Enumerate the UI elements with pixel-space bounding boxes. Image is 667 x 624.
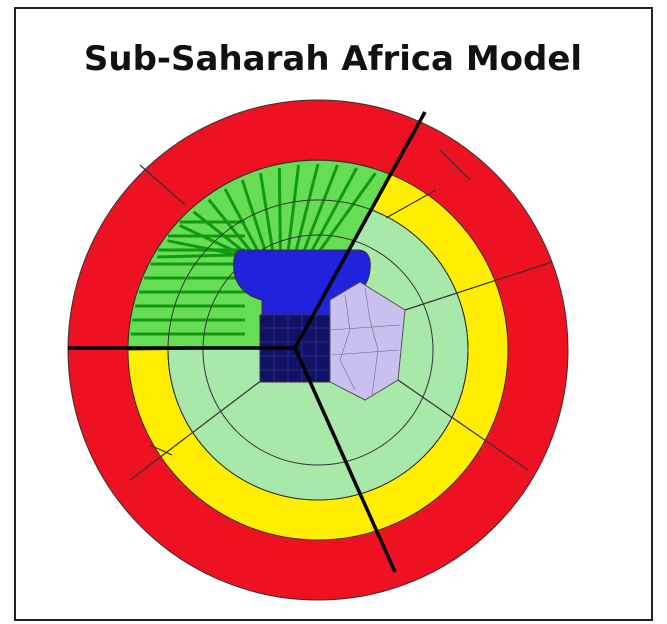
divider: [439, 149, 471, 181]
sector-line: [308, 167, 358, 256]
sector-line: [293, 163, 320, 256]
thin-dividers: [129, 149, 553, 481]
sector-line: [167, 239, 239, 257]
sector-line: [315, 172, 377, 256]
sector-line: [179, 224, 244, 257]
divider: [404, 261, 553, 311]
sector-line: [259, 172, 275, 256]
sector-line: [240, 179, 268, 256]
core-circle: [202, 234, 434, 466]
divider: [129, 379, 263, 481]
main-dividers: [68, 111, 427, 573]
divider: [139, 164, 186, 206]
divider: [385, 189, 437, 219]
sector-line: [156, 253, 235, 259]
sector-line: [192, 210, 250, 257]
title: Sub-Saharah Africa Model: [84, 39, 582, 79]
sector-line: [286, 164, 301, 256]
divider: [149, 444, 173, 456]
lavender-region: [329, 281, 406, 401]
lavender-mesh: [329, 287, 401, 396]
sector-line: [300, 164, 339, 256]
sector-line: [277, 168, 282, 256]
divider: [293, 111, 427, 349]
divider: [397, 379, 529, 471]
sector-lines: [130, 163, 377, 336]
sector-line: [223, 188, 262, 256]
divider: [293, 347, 397, 573]
inner-circle: [167, 199, 469, 501]
